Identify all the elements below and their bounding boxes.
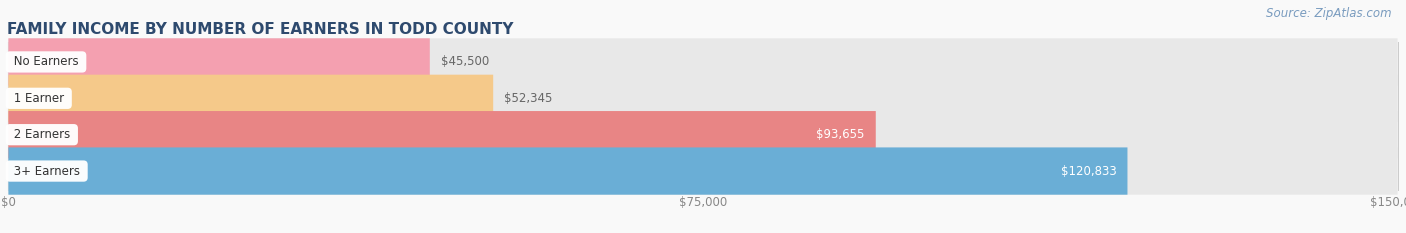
Text: $52,345: $52,345 xyxy=(505,92,553,105)
Text: $45,500: $45,500 xyxy=(441,55,489,69)
FancyBboxPatch shape xyxy=(8,147,1398,195)
Text: 1 Earner: 1 Earner xyxy=(10,92,67,105)
Text: 3+ Earners: 3+ Earners xyxy=(10,164,83,178)
FancyBboxPatch shape xyxy=(8,147,1128,195)
Text: $93,655: $93,655 xyxy=(817,128,865,141)
FancyBboxPatch shape xyxy=(8,75,1398,122)
Text: Source: ZipAtlas.com: Source: ZipAtlas.com xyxy=(1267,7,1392,20)
FancyBboxPatch shape xyxy=(8,111,1398,158)
Text: No Earners: No Earners xyxy=(10,55,82,69)
Text: FAMILY INCOME BY NUMBER OF EARNERS IN TODD COUNTY: FAMILY INCOME BY NUMBER OF EARNERS IN TO… xyxy=(7,22,513,37)
FancyBboxPatch shape xyxy=(8,75,494,122)
Text: 2 Earners: 2 Earners xyxy=(10,128,73,141)
FancyBboxPatch shape xyxy=(8,38,1398,86)
Text: $120,833: $120,833 xyxy=(1060,164,1116,178)
FancyBboxPatch shape xyxy=(8,111,876,158)
FancyBboxPatch shape xyxy=(8,38,430,86)
